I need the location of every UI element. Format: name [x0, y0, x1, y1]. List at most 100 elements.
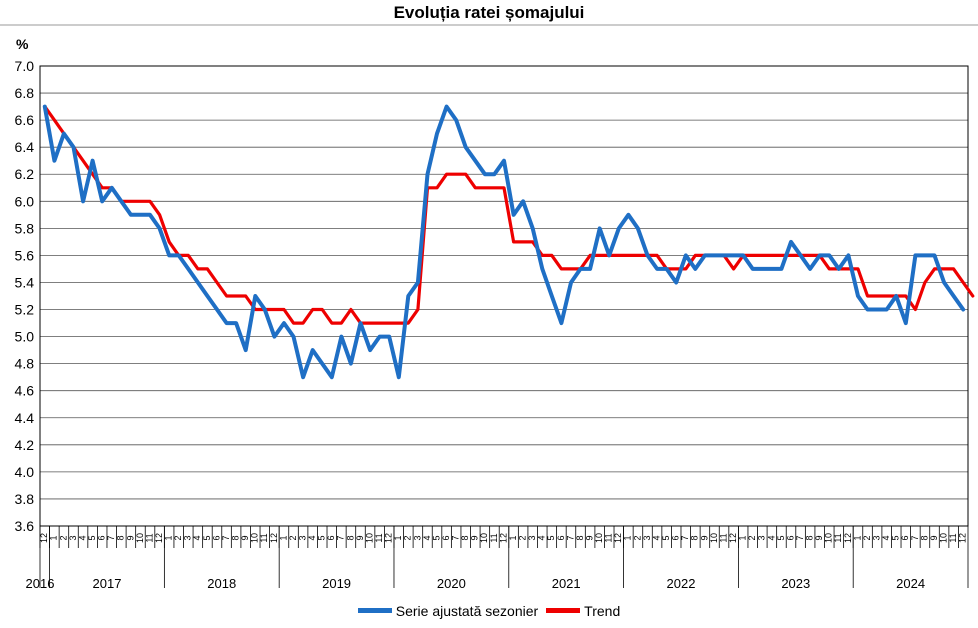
month-tick-label: 4 — [307, 535, 317, 540]
year-label: 2023 — [781, 576, 810, 591]
legend-swatch — [546, 608, 581, 613]
month-tick-label: 6 — [556, 535, 566, 540]
year-label: 2020 — [437, 576, 466, 591]
year-label: 2022 — [667, 576, 696, 591]
month-tick-label: 5 — [202, 535, 212, 540]
month-tick-label: 11 — [833, 533, 843, 542]
month-tick-label: 1 — [738, 535, 748, 540]
month-tick-label: 11 — [718, 533, 728, 542]
y-tick-label: 5.0 — [15, 329, 35, 345]
month-tick-label: 3 — [527, 535, 537, 540]
month-tick-label: 2 — [862, 535, 872, 540]
month-tick-label: 7 — [106, 535, 116, 540]
month-tick-label: 7 — [451, 535, 461, 540]
month-tick-label: 8 — [460, 535, 470, 540]
y-tick-label: 6.2 — [15, 166, 35, 182]
month-tick-label: 6 — [211, 535, 221, 540]
year-label: 2019 — [322, 576, 351, 591]
month-tick-label: 8 — [919, 535, 929, 540]
y-tick-label: 6.0 — [15, 193, 35, 209]
year-label: 2021 — [552, 576, 581, 591]
month-tick-label: 1 — [852, 535, 862, 540]
month-tick-label: 10 — [824, 533, 834, 543]
month-tick-label: 8 — [805, 535, 815, 540]
month-tick-label: 4 — [422, 535, 432, 540]
month-tick-label: 4 — [77, 535, 87, 540]
month-tick-label: 1 — [393, 535, 403, 540]
y-tick-label: 5.8 — [15, 220, 35, 236]
year-label: 2016 — [26, 576, 55, 591]
month-tick-label: 8 — [575, 535, 585, 540]
month-tick-label: 7 — [795, 535, 805, 540]
month-tick-label: 1 — [508, 535, 518, 540]
month-tick-label: 8 — [230, 535, 240, 540]
month-tick-label: 8 — [690, 535, 700, 540]
month-tick-label: 6 — [441, 535, 451, 540]
month-tick-label: 5 — [891, 535, 901, 540]
month-tick-label: 5 — [776, 535, 786, 540]
legend-item: Serie ajustată sezonier — [357, 602, 539, 619]
month-tick-label: 1 — [49, 535, 59, 540]
legend-swatch — [357, 608, 392, 613]
month-tick-label: 11 — [374, 533, 384, 542]
y-tick-label: 4.2 — [15, 437, 35, 453]
month-tick-label: 8 — [345, 535, 355, 540]
y-tick-label: 7.0 — [15, 58, 35, 74]
month-tick-label: 2 — [747, 535, 757, 540]
month-tick-label: 12 — [498, 533, 508, 543]
y-tick-label: 6.8 — [15, 85, 35, 101]
month-tick-label: 7 — [221, 535, 231, 540]
month-tick-label: 7 — [336, 535, 346, 540]
month-tick-label: 9 — [929, 535, 939, 540]
year-label: 2024 — [896, 576, 925, 591]
month-tick-label: 10 — [250, 533, 260, 543]
month-tick-label: 2 — [403, 535, 413, 540]
y-tick-label: 4.8 — [15, 356, 35, 372]
month-tick-label: 10 — [709, 533, 719, 543]
month-tick-label: 2 — [518, 535, 528, 540]
legend-item: Trend — [546, 603, 620, 619]
y-axis-unit: % — [16, 36, 29, 52]
month-tick-label: 6 — [97, 535, 107, 540]
month-tick-label: 9 — [355, 535, 365, 540]
month-tick-label: 5 — [317, 535, 327, 540]
month-tick-label: 3 — [412, 535, 422, 540]
month-tick-label: 1 — [164, 535, 174, 540]
month-tick-label: 11 — [144, 533, 154, 542]
month-tick-label: 5 — [661, 535, 671, 540]
month-tick-label: 9 — [125, 535, 135, 540]
legend: Serie ajustată sezonier Trend — [0, 600, 978, 619]
y-tick-label: 4.0 — [15, 464, 35, 480]
trend-line — [43, 104, 975, 325]
month-tick-label: 7 — [565, 535, 575, 540]
y-tick-label: 6.4 — [15, 139, 35, 155]
y-tick-label: 5.2 — [15, 302, 35, 318]
month-tick-label: 2 — [173, 535, 183, 540]
month-tick-label: 7 — [910, 535, 920, 540]
y-tick-label: 6.6 — [15, 112, 35, 128]
month-tick-label: 10 — [135, 533, 145, 543]
month-tick-label: 9 — [584, 535, 594, 540]
month-tick-label: 7 — [680, 535, 690, 540]
month-tick-label: 12 — [384, 533, 394, 543]
month-tick-label: 11 — [604, 533, 614, 542]
legend-label: Serie ajustată sezonier — [395, 602, 539, 619]
month-tick-label: 10 — [938, 533, 948, 543]
month-tick-label: 1 — [623, 535, 633, 540]
month-tick-label: 10 — [364, 533, 374, 543]
month-tick-label: 6 — [785, 535, 795, 540]
month-tick-label: 12 — [39, 533, 49, 543]
month-tick-label: 11 — [948, 533, 958, 542]
y-tick-label: 3.8 — [15, 491, 35, 507]
month-tick-label: 6 — [900, 535, 910, 540]
month-tick-label: 11 — [259, 533, 269, 542]
month-tick-label: 11 — [489, 533, 499, 542]
month-tick-label: 5 — [431, 535, 441, 540]
month-tick-label: 3 — [68, 535, 78, 540]
y-tick-label: 5.4 — [15, 274, 35, 290]
month-tick-label: 4 — [537, 535, 547, 540]
y-tick-label: 4.6 — [15, 383, 35, 399]
month-tick-label: 6 — [326, 535, 336, 540]
month-tick-label: 9 — [240, 535, 250, 540]
